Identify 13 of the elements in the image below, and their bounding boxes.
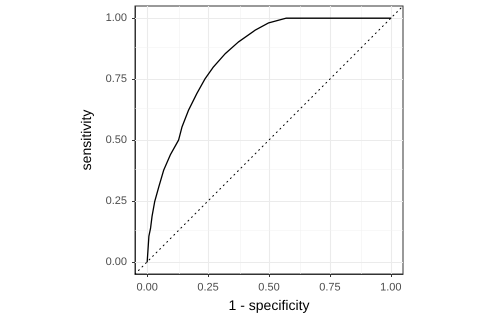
y-tick-label: 0.50 xyxy=(106,134,127,146)
y-tick-label: 1.00 xyxy=(106,12,127,24)
y-axis-title: sensitivity xyxy=(78,110,94,170)
x-tick-label: 0.50 xyxy=(258,282,280,294)
line-series xyxy=(146,18,392,262)
x-axis-title: 1 - specificity xyxy=(228,296,310,313)
x-tick-label: 0.00 xyxy=(136,282,158,294)
x-tick-label: 1.00 xyxy=(380,282,402,294)
y-tick-label: 0.00 xyxy=(106,256,127,268)
y-tick-label: 0.75 xyxy=(106,73,127,86)
y-tick-label: 0.25 xyxy=(106,194,127,207)
x-tick-label: 0.75 xyxy=(319,282,341,294)
x-tick-label: 0.25 xyxy=(197,282,219,294)
